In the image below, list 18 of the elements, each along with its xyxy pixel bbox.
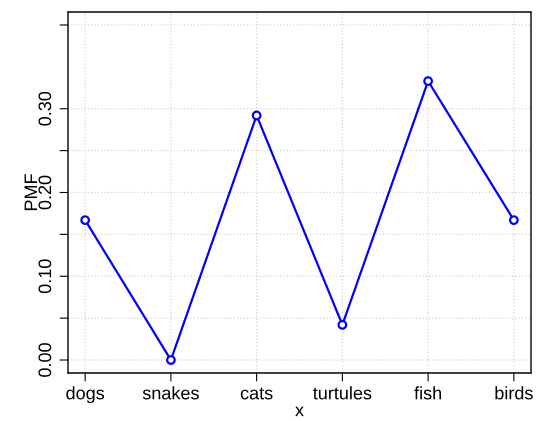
point (80, 215, 90, 226)
x-tick-label: turtules (313, 386, 372, 400)
point (252, 110, 262, 120)
point (423, 76, 434, 86)
y-tick-label: 0.20 (38, 176, 52, 210)
y-tick-label: 0.00 (38, 343, 52, 377)
x-tick-label: fish (414, 386, 441, 400)
y-tick-label: 0.30 (38, 92, 52, 126)
x-tick-label: snakes (142, 386, 199, 400)
y-tick-label: 0.10 (38, 259, 52, 294)
point (166, 355, 176, 365)
y-axis-title: PMF (24, 174, 38, 210)
x-axis-title: x (295, 406, 304, 416)
x-tick-label: cats (240, 388, 273, 400)
x-tick-label: birds (495, 386, 533, 400)
x-tick-label: dogs (66, 386, 104, 404)
point (508, 215, 519, 226)
point (337, 320, 348, 330)
